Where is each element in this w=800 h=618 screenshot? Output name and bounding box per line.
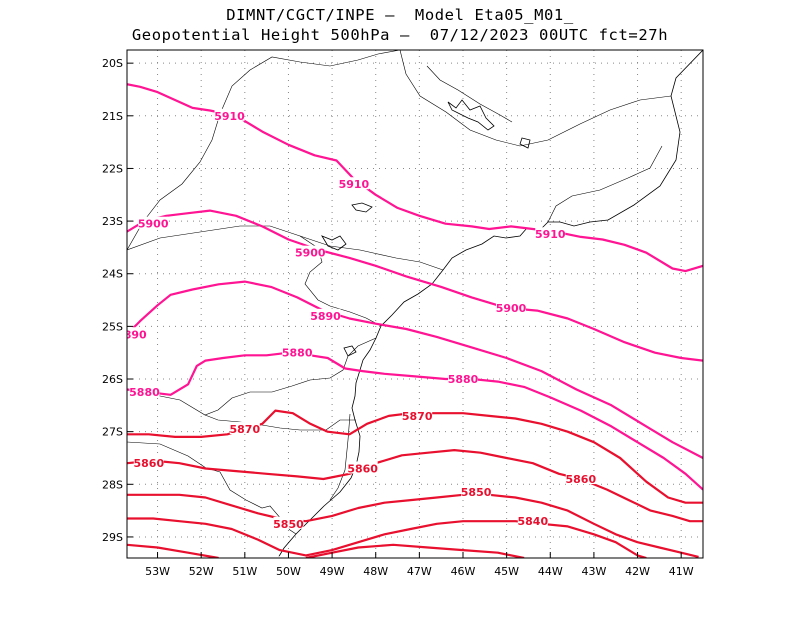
contour-5890	[127, 280, 703, 459]
lat-tick-label: 22S	[102, 162, 123, 175]
contour-label: 5870	[230, 423, 261, 436]
contour-label-bg	[517, 514, 548, 527]
country-border	[127, 441, 297, 535]
contour-label-bg	[214, 108, 245, 121]
lon-tick-label: 51W	[232, 565, 257, 578]
contour-label: 5900	[138, 218, 169, 231]
map-frame	[126, 49, 704, 559]
contour-5910	[127, 83, 703, 273]
contour-label: 5910	[339, 178, 370, 191]
height-contours: 5910 5910 5910 5900 5900 5900 5890 5890 5880 5880…	[116, 83, 703, 558]
lon-tick-label: 46W	[451, 565, 476, 578]
state-border	[399, 50, 672, 147]
contour-label-bg	[133, 456, 164, 469]
contour-label: 5880	[448, 373, 479, 386]
contour-label-bg	[273, 516, 304, 529]
contour-label-bg	[565, 472, 596, 485]
contour-label: 5840	[518, 515, 549, 528]
contour-label: 5860	[134, 457, 165, 470]
contour-label: 5860	[566, 473, 597, 486]
state-border	[127, 225, 382, 327]
lon-tick-label: 44W	[538, 565, 563, 578]
contour-label-bg	[535, 227, 566, 240]
longitude-labels: 53W 52W 51W 50W 49W 48W 47W 46W 45W 44W 43W 42W 41W	[145, 552, 694, 578]
lat-tick-label: 25S	[102, 320, 123, 333]
lon-tick-label: 41W	[669, 565, 694, 578]
lat-tick-label: 27S	[102, 426, 123, 439]
reservoir	[351, 202, 373, 213]
contour-label-bg	[229, 422, 260, 435]
lat-tick-label: 23S	[102, 215, 123, 228]
contour-5830	[127, 543, 219, 558]
contour-label-bg	[338, 177, 369, 190]
state-border	[426, 65, 513, 123]
contour-label: 5880	[282, 347, 313, 360]
lon-tick-label: 50W	[276, 565, 301, 578]
contour-label-bg	[138, 216, 169, 229]
coastline-and-borders	[127, 50, 703, 558]
lon-tick-label: 53W	[145, 565, 170, 578]
map-title-line-2: Geopotential Height 500hPa – 07/12/2023 …	[131, 26, 669, 44]
state-border	[299, 235, 444, 271]
contour-label-bg	[295, 245, 326, 258]
lat-lon-grid	[127, 50, 703, 558]
lat-tick-label: 20S	[102, 57, 123, 70]
contour-5860	[127, 449, 703, 523]
contour-label: 5900	[295, 247, 326, 260]
lon-tick-label: 47W	[407, 565, 432, 578]
state-border	[127, 50, 401, 251]
contour-label: 5900	[496, 302, 527, 315]
lat-tick-label: 24S	[102, 268, 123, 281]
map-title-line-1: DIMNT/CGCT/INPE – Model Eta05_M01_	[226, 6, 574, 24]
state-border	[204, 414, 356, 431]
reservoir	[343, 345, 357, 357]
lon-tick-label: 49W	[320, 565, 345, 578]
contour-label: 5860	[347, 463, 378, 476]
contour-5880	[127, 351, 703, 491]
contour-label-bg	[347, 461, 378, 474]
contour-5870	[127, 409, 703, 504]
lon-tick-label: 45W	[494, 565, 519, 578]
contour-label: 5850	[273, 518, 304, 531]
lat-tick-label: 29S	[102, 531, 123, 544]
contour-label-bg	[282, 345, 313, 358]
lon-tick-label: 42W	[625, 565, 650, 578]
reservoir	[321, 235, 347, 251]
contour-label-bg	[310, 308, 341, 321]
state-border	[127, 337, 377, 416]
contour-label: 5880	[129, 386, 160, 399]
lat-tick-label: 26S	[102, 373, 123, 386]
contour-label: 5910	[535, 228, 566, 241]
contour-label: 5850	[461, 486, 492, 499]
contour-label-bg	[127, 327, 147, 340]
contour-5900	[127, 209, 703, 362]
contour-5840	[127, 517, 647, 558]
contour-5830	[305, 543, 525, 558]
lat-tick-label: 21S	[102, 110, 123, 123]
state-border	[329, 413, 351, 501]
lon-tick-label: 48W	[363, 565, 388, 578]
contour-label-bg	[461, 485, 492, 498]
lon-tick-label: 43W	[581, 565, 606, 578]
state-border	[547, 145, 663, 223]
contour-label: 5890	[310, 310, 341, 323]
contour-label-bg	[402, 408, 433, 421]
reservoir	[519, 137, 531, 149]
contour-label-bg	[129, 385, 160, 398]
contour-label: 5910	[214, 110, 245, 123]
contour-label: 5870	[402, 410, 433, 423]
contour-5850	[127, 493, 699, 558]
lon-tick-label: 52W	[189, 565, 214, 578]
lat-tick-label: 28S	[102, 478, 123, 491]
reservoir	[447, 99, 495, 131]
contour-label: 5890	[116, 328, 147, 341]
contour-label-bg	[496, 300, 526, 313]
latitude-labels: 20S 21S 22S 23S 24S 25S 26S 27S 28S 29S	[102, 57, 133, 544]
contour-label-bg	[448, 372, 478, 385]
